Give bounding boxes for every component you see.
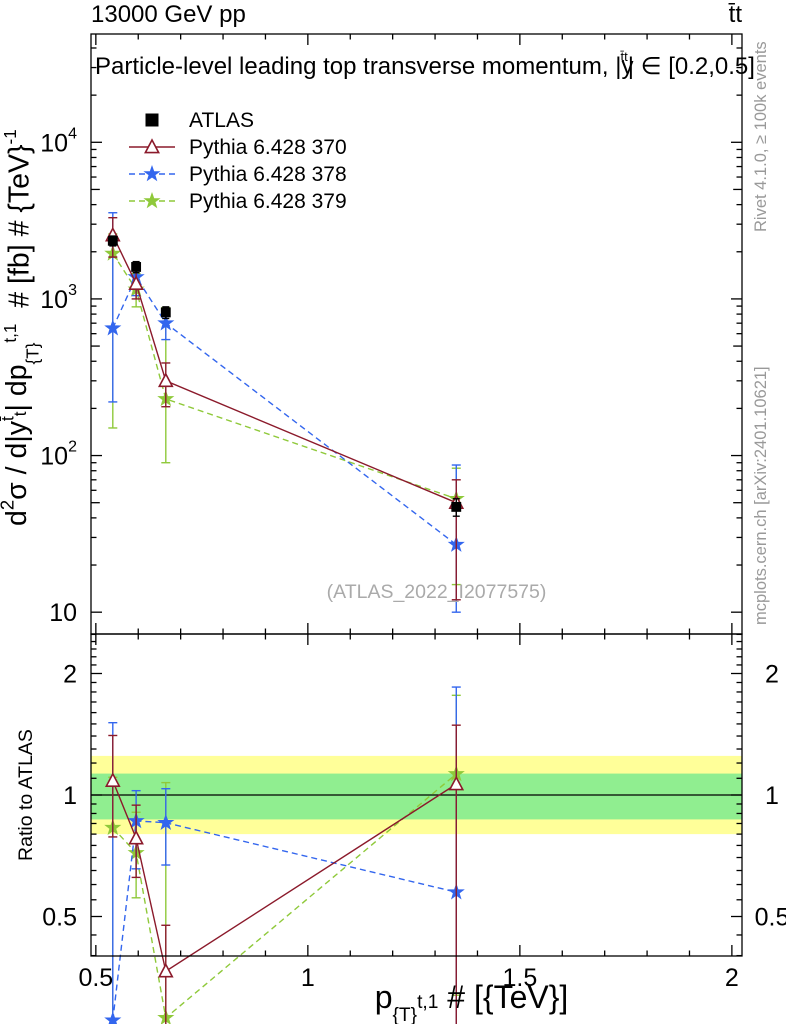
svg-text:0.5: 0.5 <box>42 904 77 932</box>
svg-text:Ratio to ATLAS: Ratio to ATLAS <box>15 729 37 861</box>
svg-text:2: 2 <box>63 661 77 689</box>
svg-text:13000 GeV pp: 13000 GeV pp <box>91 1 246 28</box>
svg-text:t̄t: t̄t <box>728 1 743 28</box>
svg-text:2: 2 <box>765 661 779 689</box>
svg-text:1: 1 <box>301 964 315 992</box>
svg-text:(ATLAS_2022_I2077575): (ATLAS_2022_I2077575) <box>327 581 547 603</box>
svg-text:0.5: 0.5 <box>78 964 113 992</box>
svg-text:ATLAS: ATLAS <box>189 109 254 132</box>
svg-text:Pythia 6.428 379: Pythia 6.428 379 <box>189 190 347 213</box>
svg-text:Rivet 4.1.0, ≥ 100k events: Rivet 4.1.0, ≥ 100k events <box>752 41 770 232</box>
svg-text:Pythia 6.428 378: Pythia 6.428 378 <box>189 163 347 186</box>
svg-text:1: 1 <box>765 782 779 810</box>
svg-text:2: 2 <box>725 964 739 992</box>
svg-text:Pythia 6.428 370: Pythia 6.428 370 <box>189 136 347 159</box>
svg-text:0.5: 0.5 <box>755 904 786 932</box>
svg-text:Particle-level leading top tra: Particle-level leading top transverse mo… <box>95 49 755 80</box>
svg-text:1: 1 <box>63 782 77 810</box>
svg-text:mcplots.cern.ch [arXiv:2401.10: mcplots.cern.ch [arXiv:2401.10621] <box>752 366 770 625</box>
svg-text:10: 10 <box>49 599 77 627</box>
